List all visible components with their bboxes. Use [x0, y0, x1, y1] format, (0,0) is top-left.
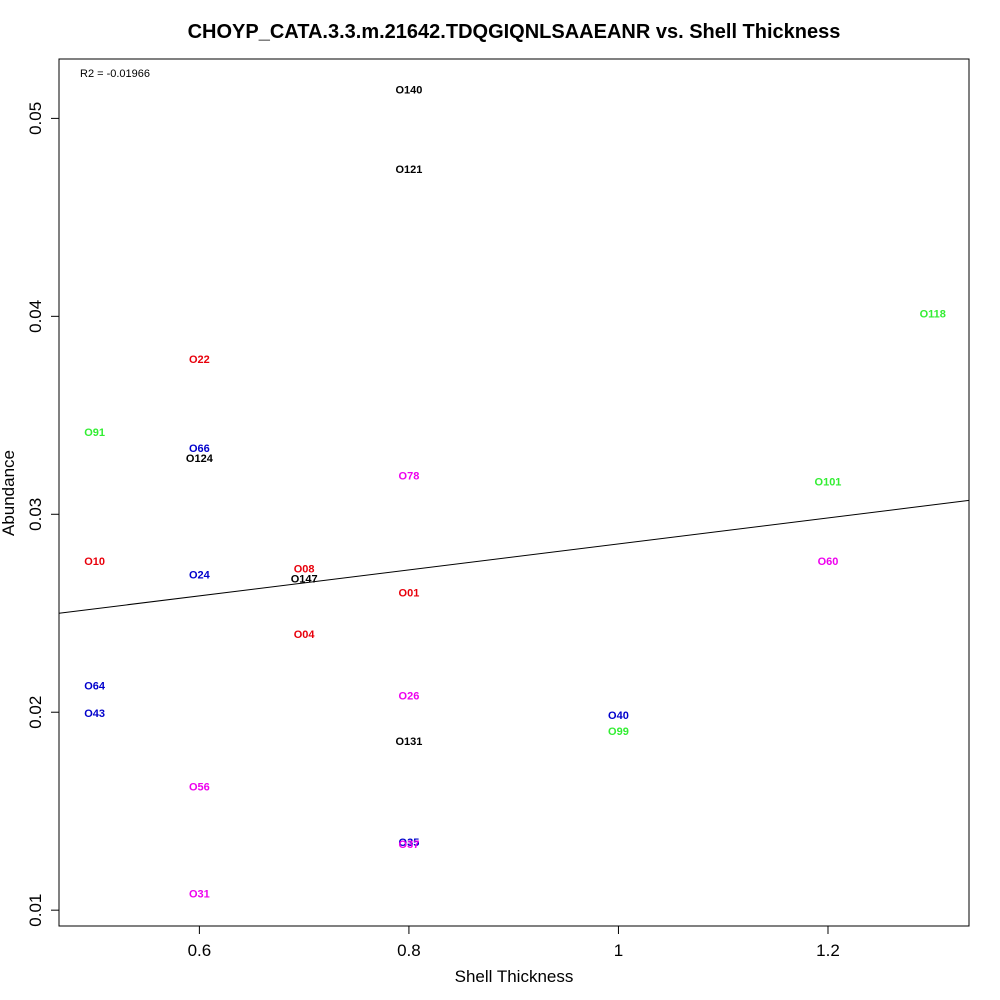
y-axis: 0.01 0.02 0.03 0.04 0.05 [26, 102, 60, 927]
r2-annotation: R2 = -0.01966 [80, 68, 150, 80]
point-o124: O124 [186, 453, 214, 465]
point-o10: O10 [84, 556, 105, 568]
x-axis-title: Shell Thickness [455, 967, 574, 986]
point-o64: O64 [84, 680, 106, 692]
y-tick-label: 0.02 [26, 696, 45, 729]
point-o40: O40 [608, 710, 629, 722]
point-o56: O56 [189, 781, 210, 793]
point-o35: O35 [399, 837, 420, 849]
point-o147: O147 [291, 574, 318, 586]
point-o26: O26 [399, 690, 420, 702]
y-tick-label: 0.05 [26, 102, 45, 135]
regression-line-group [58, 499, 970, 614]
point-o121: O121 [395, 164, 422, 176]
point-o01: O01 [399, 587, 420, 599]
chart-title: CHOYP_CATA.3.3.m.21642.TDQGIQNLSAAEANR v… [188, 21, 841, 43]
point-o66: O66 [189, 443, 210, 455]
point-o99: O99 [608, 726, 629, 738]
point-o24: O24 [189, 570, 211, 582]
regression-line [58, 499, 970, 614]
point-o43: O43 [84, 708, 105, 720]
point-o118: O118 [920, 308, 946, 320]
point-o37: O37 [399, 839, 420, 851]
y-tick-label: 0.03 [26, 498, 45, 531]
point-o131: O131 [395, 736, 422, 748]
x-tick-label: 0.8 [397, 941, 421, 960]
y-tick-label: 0.01 [26, 894, 45, 927]
x-tick-label: 1.2 [816, 941, 840, 960]
point-o91: O91 [84, 427, 105, 439]
x-axis: 0.6 0.8 1 1.2 [188, 925, 840, 960]
point-o101: O101 [815, 477, 842, 489]
point-o31: O31 [189, 888, 210, 900]
point-o22: O22 [189, 354, 210, 366]
point-o04: O04 [294, 629, 316, 641]
y-axis-title: Abundance [0, 450, 18, 536]
point-o78: O78 [399, 471, 420, 483]
point-o60: O60 [818, 556, 839, 568]
x-tick-label: 0.6 [188, 941, 212, 960]
plot-frame [58, 58, 970, 927]
point-o140: O140 [395, 85, 422, 97]
y-tick-label: 0.04 [26, 300, 45, 333]
point-o08: O08 [294, 564, 315, 576]
x-tick-label: 1 [614, 941, 623, 960]
